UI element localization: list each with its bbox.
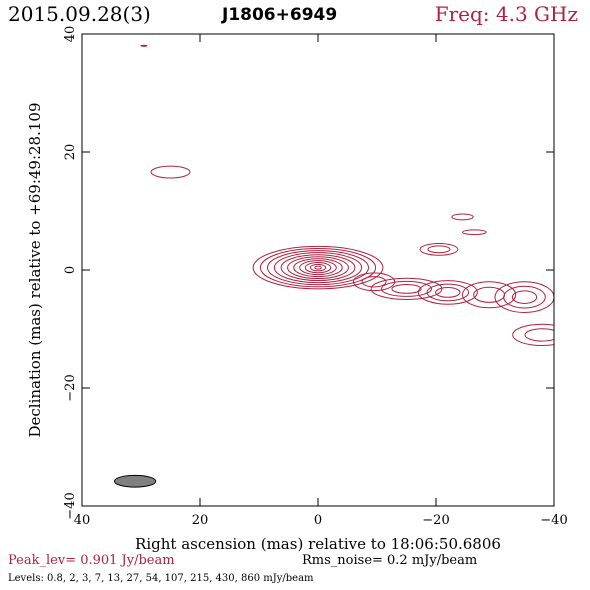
jet-contour (426, 283, 470, 302)
jet-contour (473, 286, 506, 303)
jet-contour (417, 280, 478, 305)
rms-noise: Rms_noise= 0.2 mJy/beam (302, 553, 478, 568)
y-tick-label: 40 (63, 26, 78, 43)
y-tick-label: −40 (63, 492, 78, 519)
x-tick-label: −20 (422, 513, 449, 528)
core-contour (266, 250, 370, 286)
x-tick-label: −40 (540, 513, 567, 528)
jet-contour (140, 44, 148, 47)
core-contour (304, 262, 332, 274)
jet-contour (494, 281, 554, 313)
jet-contour (427, 245, 451, 254)
jet-contour (435, 287, 461, 298)
jet-contour (361, 276, 387, 288)
beam-layer (113, 474, 157, 488)
jet-contour (511, 290, 538, 304)
contour-levels: Levels: 0.8, 2, 3, 7, 13, 27, 54, 107, 2… (8, 573, 314, 584)
jet-contour (370, 277, 443, 301)
core-contour (293, 258, 343, 278)
jet-contour (512, 323, 554, 347)
jet-contour (503, 285, 546, 309)
source-name: J1806+6949 (222, 5, 338, 25)
core-contour (287, 256, 349, 280)
contour-layer (140, 44, 554, 347)
jet-contour (419, 242, 459, 256)
frequency-label: Freq: 4.3 GHz (434, 2, 578, 26)
y-tick-label: 20 (63, 144, 78, 161)
x-axis-label: Right ascension (mas) relative to 18:06:… (135, 535, 501, 553)
x-tick-label: 20 (192, 513, 209, 528)
core-contour (259, 248, 377, 288)
core-contour (280, 254, 356, 282)
core-contour (314, 265, 322, 270)
core-contour (309, 263, 327, 272)
epoch-date: 2015.09.28(3) (8, 2, 151, 26)
core-contour (299, 260, 337, 276)
jet-contour (391, 284, 422, 294)
y-tick-label: 0 (63, 266, 78, 274)
restoring-beam (113, 474, 157, 488)
jet-contour (462, 281, 517, 309)
x-tick-label: 0 (314, 513, 322, 528)
y-tick-label: −20 (63, 374, 78, 401)
plot-frame (81, 33, 555, 507)
core-contour (273, 252, 363, 284)
jet-contour (524, 328, 554, 342)
jet-contour (462, 229, 487, 236)
jet-contour (451, 213, 474, 221)
x-tick-label: 40 (74, 513, 91, 528)
y-axis-label: Declination (mas) relative to +69:49:28.… (26, 102, 44, 437)
jet-contour (150, 165, 191, 179)
jet-contour (381, 280, 432, 297)
jet-contour (352, 272, 396, 292)
core-contour (252, 245, 384, 290)
tick-layer: 40 20 0 −20 −40 −40 −20 0 20 40 (63, 26, 568, 528)
peak-level: Peak_lev= 0.901 Jy/beam (8, 553, 175, 568)
